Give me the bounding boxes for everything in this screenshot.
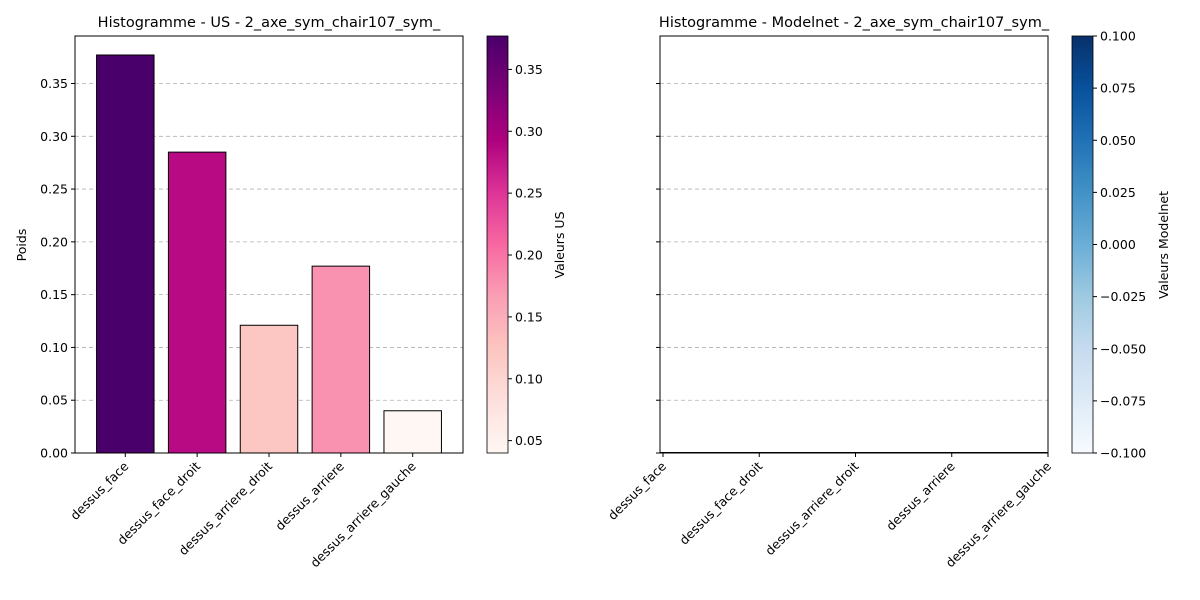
chart-us-x-axis: dessus_facedessus_face_droitdessus_arrie… — [67, 453, 419, 570]
mn-x-tick-label: dessus_face_droit — [676, 458, 765, 547]
chart-us-colorbar-ticks: 0.05 0.10 0.15 0.20 0.25 0.30 0.35 — [508, 62, 543, 448]
chart-us-colorbar — [486, 35, 509, 454]
chart-us-y-axis: 0.00 0.05 0.10 0.15 0.20 0.25 0.30 0.35 — [40, 76, 75, 461]
mn-colorbar-tick-label: 0.000 — [1100, 237, 1136, 252]
mn-colorbar-tick-label: 0.100 — [1100, 29, 1136, 44]
us-colorbar-tick-label: 0.30 — [515, 124, 543, 139]
chart-modelnet-gridlines — [660, 83, 1048, 401]
chart-modelnet-colorbar — [1071, 35, 1094, 454]
us-colorbar-tick-label: 0.05 — [515, 433, 543, 448]
chart-modelnet-x-axis: dessus_face dessus_face_droitdessus_arrie… — [605, 453, 1054, 570]
us-bar — [383, 410, 442, 454]
chart-modelnet-plot-frame — [659, 35, 1049, 454]
mn-colorbar-tick-label: 0.075 — [1100, 81, 1136, 96]
us-x-tick-label: dessus_face — [67, 458, 132, 523]
us-bar — [239, 324, 299, 454]
us-y-tick-label: 0.05 — [40, 393, 68, 408]
us-bar — [96, 54, 155, 454]
us-y-tick-label: 0.15 — [40, 287, 68, 302]
mn-x-tick-label: dessus_face — [605, 458, 670, 523]
chart-modelnet-title: Histogramme - Modelnet - 2_axe_sym_chair… — [659, 15, 1050, 31]
us-y-tick-label: 0.25 — [40, 182, 68, 197]
chart-us-title: Histogramme - US - 2_axe_sym_chair107_sy… — [98, 15, 441, 31]
us-y-tick-label: 0.10 — [40, 340, 68, 355]
chart-us-colorbar-label: Valeurs US — [552, 211, 567, 278]
mn-colorbar-tick-label: −0.025 — [1100, 289, 1146, 304]
us-y-tick-label: 0.35 — [40, 76, 68, 91]
us-x-tick-label: dessus_arriere — [272, 458, 347, 533]
chart-us-y-axis-label: Poids — [14, 229, 29, 262]
us-bar — [311, 265, 371, 454]
mn-colorbar-tick-label: −0.100 — [1100, 446, 1146, 461]
chart-modelnet-colorbar-ticks: −0.100 −0.075 −0.050 −0.025 0.000 0.025 0.050 0… — [1093, 29, 1146, 461]
mn-colorbar-tick-label: −0.050 — [1100, 341, 1146, 356]
chart-modelnet-y-axis — [656, 83, 660, 454]
mn-x-tick-label: dessus_arriere — [883, 458, 958, 533]
us-y-tick-label: 0.30 — [40, 129, 68, 144]
chart-us: Histogramme - US - 2_axe_sym_chair107_sy… — [14, 15, 567, 570]
us-colorbar-tick-label: 0.15 — [515, 309, 543, 324]
us-colorbar-tick-label: 0.35 — [515, 62, 543, 77]
mn-colorbar-tick-label: −0.075 — [1100, 393, 1146, 408]
us-bar — [167, 151, 227, 454]
us-y-tick-label: 0.00 — [40, 446, 68, 461]
chart-modelnet-colorbar-label: Valeurs Modelnet — [1156, 191, 1171, 299]
mn-colorbar-tick-label: 0.025 — [1100, 185, 1136, 200]
us-y-tick-label: 0.20 — [40, 234, 68, 249]
chart-modelnet: Histogramme - Modelnet - 2_axe_sym_chair… — [605, 15, 1171, 570]
us-colorbar-tick-label: 0.10 — [515, 371, 543, 386]
mn-x-tick-label: dessus_arriere_gauche — [942, 458, 1054, 570]
mn-x-tick-label: dessus_arriere_droit — [762, 458, 862, 558]
us-colorbar-tick-label: 0.25 — [515, 186, 543, 201]
mn-colorbar-tick-label: 0.050 — [1100, 133, 1136, 148]
us-colorbar-tick-label: 0.20 — [515, 248, 543, 263]
chart-us-bars — [96, 54, 442, 454]
